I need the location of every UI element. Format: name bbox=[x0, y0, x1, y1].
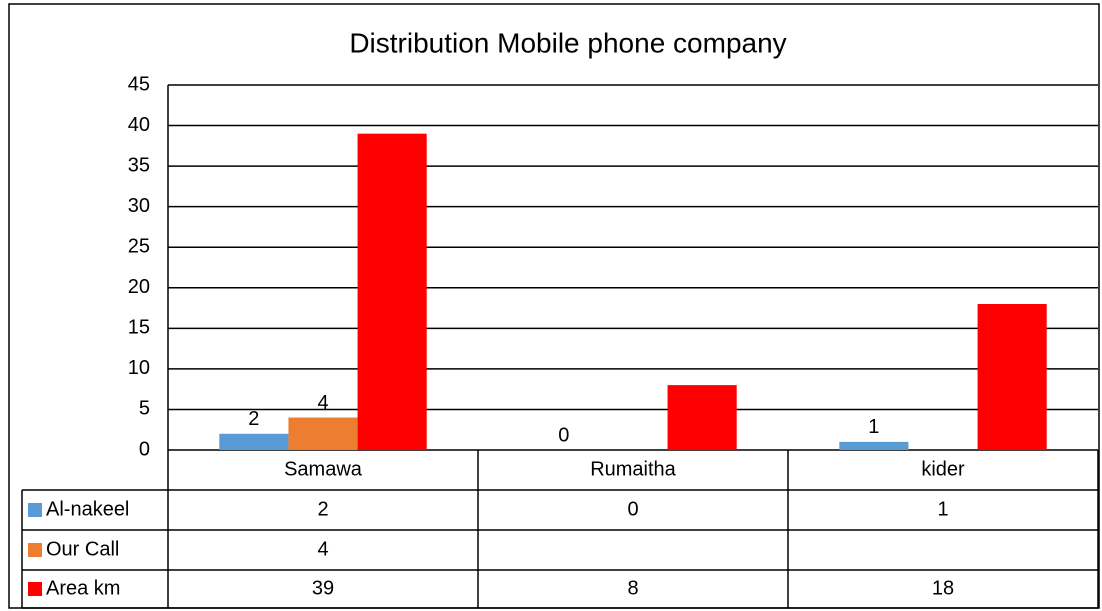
y-tick-label: 15 bbox=[128, 317, 150, 339]
bar bbox=[219, 433, 289, 450]
x-tick-label: kider bbox=[921, 458, 965, 480]
y-tick-label: 10 bbox=[128, 357, 150, 379]
table-value: 0 bbox=[627, 498, 638, 520]
legend-label: Our Call bbox=[46, 538, 119, 560]
bar bbox=[977, 304, 1047, 450]
table-value: 1 bbox=[937, 498, 948, 520]
legend-swatch bbox=[28, 503, 42, 517]
chart-title: Distribution Mobile phone company bbox=[349, 27, 786, 58]
data-label: 2 bbox=[248, 408, 259, 430]
x-tick-label: Samawa bbox=[284, 458, 363, 480]
y-tick-label: 25 bbox=[128, 236, 150, 258]
legend-label: Area km bbox=[46, 577, 120, 599]
table-value: 39 bbox=[312, 577, 334, 599]
legend-swatch bbox=[28, 543, 42, 557]
table-value: 8 bbox=[627, 577, 638, 599]
x-tick-label: Rumaitha bbox=[590, 458, 676, 480]
legend-label: Al-nakeel bbox=[46, 498, 129, 520]
bar bbox=[357, 133, 427, 450]
y-tick-label: 5 bbox=[139, 398, 150, 420]
y-tick-label: 0 bbox=[139, 438, 150, 460]
table-value: 18 bbox=[932, 577, 954, 599]
y-tick-label: 20 bbox=[128, 276, 150, 298]
y-tick-label: 35 bbox=[128, 154, 150, 176]
data-label: 4 bbox=[317, 392, 328, 414]
table-value: 2 bbox=[317, 498, 328, 520]
data-label: 1 bbox=[868, 416, 879, 438]
chart-border bbox=[8, 3, 1100, 609]
legend-swatch bbox=[28, 582, 42, 596]
bar bbox=[288, 417, 358, 450]
y-tick-label: 45 bbox=[128, 73, 150, 95]
y-tick-label: 30 bbox=[128, 195, 150, 217]
bar bbox=[839, 441, 909, 450]
table-value: 4 bbox=[317, 538, 328, 560]
y-tick-label: 40 bbox=[128, 114, 150, 136]
data-label: 0 bbox=[558, 424, 569, 446]
bar bbox=[667, 385, 737, 450]
